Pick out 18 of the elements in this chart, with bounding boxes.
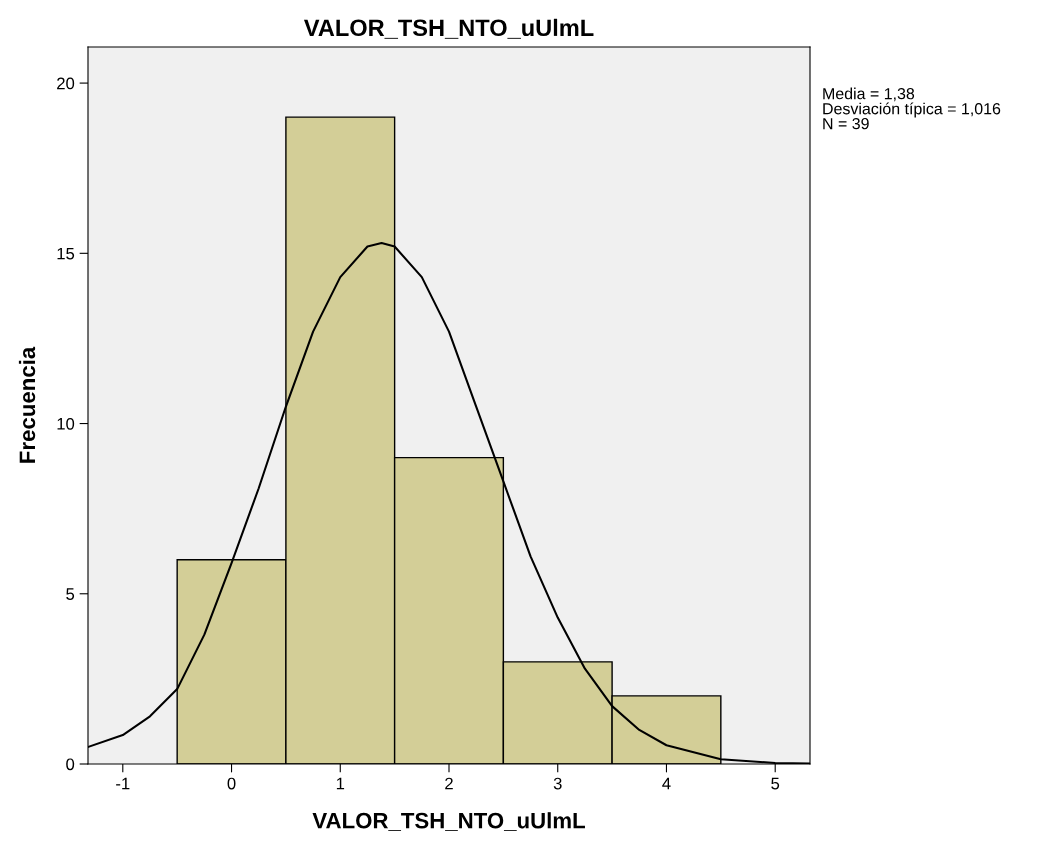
text: Desviación típica = 1,016 <box>823 102 1001 118</box>
y-axis-title: Frecuencia <box>18 346 36 463</box>
x-axis-title: VALOR_TSH_NTO_uUlmL <box>312 812 585 831</box>
y-tick-label: 5 <box>66 588 75 600</box>
y-tick-label: 15 <box>57 247 75 260</box>
chart-title: VALOR_TSH_NTO_uUlmL <box>303 18 594 39</box>
x-tick-label: 2 <box>445 777 453 790</box>
x-tick-label: 0 <box>227 777 236 790</box>
x-tick-label: 5 <box>771 777 780 790</box>
x-tick-label: 3 <box>553 777 562 790</box>
x-tick-label: 4 <box>662 777 671 790</box>
y-tick-label: 0 <box>66 758 75 771</box>
y-tick-label: 10 <box>57 417 75 430</box>
x-tick-label: 1 <box>336 777 345 790</box>
y-tick-label: 20 <box>57 77 75 90</box>
text: N = 39 <box>823 117 869 130</box>
x-tick-label: -1 <box>116 777 130 790</box>
text: Media = 1,38 <box>823 87 915 102</box>
